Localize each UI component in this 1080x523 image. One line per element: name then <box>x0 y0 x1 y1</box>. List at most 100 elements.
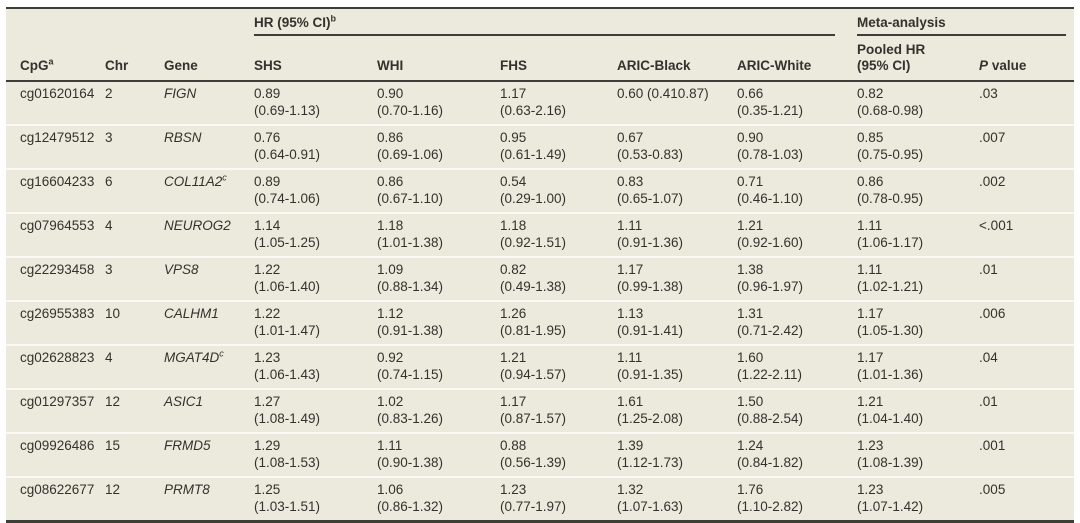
hr-ci-cell-whi: 1.12 (0.91-1.38) <box>377 300 501 345</box>
ci-value: (0.65-1.07) <box>617 190 684 206</box>
hr-ci-cell-fhs: 0.95 (0.61-1.49) <box>500 124 618 169</box>
ci-value: (0.70-1.16) <box>377 102 444 118</box>
cpg-id-cell: cg08622677 <box>6 476 105 522</box>
col-header-gene: Gene <box>164 36 255 82</box>
p-value-cell: .005 <box>979 476 1075 522</box>
hr-ci-cell-pooled: 1.17 (1.05-1.30) <box>857 300 980 345</box>
table-row: cg09926486 15 FRMD5 1.29 (1.08-1.53) 1.11 (0.9… <box>6 432 1075 477</box>
ci-value: (1.04-1.40) <box>857 410 924 426</box>
table-body: cg01620164 2 FIGN 0.89 (0.69-1.13) 0.90 (0.70-… <box>6 81 1075 522</box>
p-value-cell: .007 <box>979 124 1075 169</box>
hr-value: 0.54 <box>500 174 527 189</box>
hr-ci-cell-aric-white: 0.90 (0.78-1.03) <box>737 124 858 169</box>
ci-value: (0.86-1.32) <box>377 498 444 514</box>
ci-value: (0.46-1.10) <box>737 190 804 206</box>
hr-value: 1.21 <box>737 218 764 233</box>
hr-value: 1.14 <box>254 218 281 233</box>
ci-value: (1.06-1.17) <box>857 234 924 250</box>
ci-value: (1.12-1.73) <box>617 454 684 470</box>
hr-ci-cell-fhs: 1.23 (0.77-1.97) <box>500 476 618 522</box>
table-row: cg12479512 3 RBSN 0.76 (0.64-0.91) 0.86 (0.69-… <box>6 124 1075 169</box>
hr-value: 1.76 <box>737 482 764 497</box>
ci-value: (1.01-1.36) <box>857 366 924 382</box>
col-header-aric-white: ARIC-White <box>737 36 858 82</box>
hr-ci-cell-aric-white: 1.76 (1.10-2.82) <box>737 476 858 522</box>
hr-value: 0.89 <box>254 86 281 101</box>
hr-ci-cell-fhs: 1.17 (0.87-1.57) <box>500 388 618 433</box>
ci-value: (1.22-2.11) <box>737 366 803 382</box>
p-value-cell: <.001 <box>979 212 1075 257</box>
hr-value: 1.50 <box>737 394 764 409</box>
ci-value: (1.05-1.25) <box>254 234 321 250</box>
p-value-cell: .01 <box>979 256 1075 301</box>
hr-value: 1.23 <box>500 482 527 497</box>
ci-value: (1.25-2.08) <box>617 410 684 426</box>
hr-ci-cell-pooled: 1.11 (1.06-1.17) <box>857 212 980 257</box>
ci-value: (0.91-1.36) <box>617 234 684 250</box>
hr-value: 1.11 <box>377 438 403 453</box>
cpg-hazard-ratio-table: HR (95% CI)b Meta-analysis CpGa Chr Gene… <box>6 7 1075 523</box>
hr-ci-cell-aric-black: 0.83 (0.65-1.07) <box>617 168 738 213</box>
hr-value: 1.22 <box>254 306 281 321</box>
ci-value: (0.91-1.41) <box>617 322 684 338</box>
hr-ci-cell-whi: 0.92 (0.74-1.15) <box>377 344 501 389</box>
gene-cell: FRMD5 <box>164 432 255 477</box>
hr-ci-cell-whi: 0.90 (0.70-1.16) <box>377 81 500 125</box>
ci-value: (0.88-1.34) <box>377 278 444 294</box>
cpg-id-cell: cg16604233 <box>6 168 105 213</box>
hr-value: 1.06 <box>377 482 404 497</box>
hr-value: 1.17 <box>617 262 644 277</box>
ci-value: (1.03-1.51) <box>254 498 321 514</box>
column-header-row: CpGa Chr Gene SHS WHI FHS ARIC-Black ARI… <box>6 36 1075 82</box>
hr-value: 1.17 <box>500 86 527 101</box>
gene-cell: VPS8 <box>164 256 255 301</box>
hr-value: 0.85 <box>857 130 884 145</box>
hr-ci-cell-aric-black: 0.60 (0.410.87) <box>617 81 737 125</box>
ci-value: (0.68-0.98) <box>857 102 924 118</box>
meta-analysis-label: Meta-analysis <box>857 15 946 30</box>
hr-ci-cell-pooled: 1.17 (1.01-1.36) <box>857 344 980 389</box>
spanner-header-row: HR (95% CI)b Meta-analysis <box>6 8 1074 36</box>
ci-value: (1.01-1.47) <box>254 322 321 338</box>
ci-value: (0.77-1.97) <box>500 498 567 514</box>
ci-value: (0.92-1.60) <box>737 234 804 250</box>
ci-value: (0.49-1.38) <box>500 278 567 294</box>
ci-value: (1.10-2.82) <box>737 498 804 514</box>
ci-value: (0.87-1.57) <box>500 410 567 426</box>
ci-value: (1.08-1.53) <box>254 454 321 470</box>
table-container: HR (95% CI)b Meta-analysis CpGa Chr Gene… <box>6 7 1075 523</box>
hr-value: 1.23 <box>254 350 281 365</box>
p-value-cell: .04 <box>979 344 1075 389</box>
hr-spanner-footnote: b <box>330 13 337 24</box>
hr-value: 1.21 <box>500 350 527 365</box>
hr-value: 1.27 <box>254 394 281 409</box>
hr-value: 0.83 <box>617 174 644 189</box>
hr-value: 0.90 <box>737 130 764 145</box>
hr-value: 1.25 <box>254 482 281 497</box>
hr-value: 1.11 <box>857 262 883 277</box>
hr-value: 1.32 <box>617 482 644 497</box>
ci-value: (0.67-1.10) <box>377 190 444 206</box>
gene-cell: RBSN <box>164 124 255 169</box>
hr-ci-cell-pooled: 0.85 (0.75-0.95) <box>857 124 980 169</box>
ci-value: (0.90-1.38) <box>377 454 444 470</box>
hr-value: 0.92 <box>377 350 404 365</box>
hr-value: 1.31 <box>737 306 764 321</box>
hr-ci-cell-aric-black: 1.17 (0.99-1.38) <box>617 256 738 301</box>
col-header-shs: SHS <box>254 36 378 82</box>
ci-value: (1.08-1.39) <box>857 454 924 470</box>
hr-value: 0.71 <box>737 174 764 189</box>
chr-cell: 3 <box>105 124 164 169</box>
hr-value: 0.86 <box>857 174 884 189</box>
ci-value: (0.92-1.51) <box>500 234 567 250</box>
ci-value: (0.91-1.35) <box>617 366 684 382</box>
hr-value: 1.39 <box>617 438 644 453</box>
hr-ci-cell-aric-white: 1.31 (0.71-2.42) <box>737 300 858 345</box>
hr-value: 0.66 <box>737 86 764 101</box>
hr-ci-cell-aric-black: 1.39 (1.12-1.73) <box>617 432 738 477</box>
hr-ci-cell-aric-white: 0.71 (0.46-1.10) <box>737 168 858 213</box>
table-row: cg26955383 10 CALHM1 1.22 (1.01-1.47) 1.12 (0.… <box>6 300 1075 345</box>
chr-cell: 3 <box>105 256 164 301</box>
hr-ci-cell-whi: 1.11 (0.90-1.38) <box>377 432 501 477</box>
ci-value: (0.69-1.06) <box>377 146 444 162</box>
